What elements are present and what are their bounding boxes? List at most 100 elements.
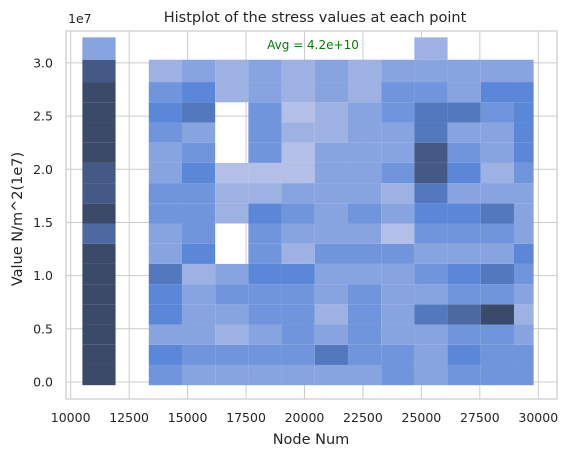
histogram-bin bbox=[181, 59, 216, 83]
histogram-bin bbox=[148, 203, 182, 224]
histogram-bin bbox=[447, 263, 481, 285]
histogram-bin bbox=[347, 243, 382, 264]
histogram-bin bbox=[248, 324, 282, 345]
histogram-bin bbox=[82, 263, 116, 285]
histogram-bin bbox=[480, 82, 514, 103]
histogram-bin bbox=[82, 37, 116, 60]
histogram-bin bbox=[248, 243, 282, 264]
histogram-bin bbox=[148, 364, 182, 386]
histogram-bin bbox=[181, 284, 216, 305]
histogram-bin bbox=[414, 304, 448, 325]
x-tick-label: 22500 bbox=[343, 410, 383, 425]
y-tick-label: 1.0 bbox=[33, 268, 53, 283]
histogram-bin bbox=[82, 243, 116, 264]
histogram-bin bbox=[248, 364, 282, 386]
histogram-bin bbox=[314, 223, 348, 244]
histogram-bin bbox=[347, 284, 382, 305]
histogram-bin bbox=[447, 243, 481, 264]
histogram-bin bbox=[181, 243, 216, 264]
histogram-bin bbox=[480, 344, 514, 365]
histogram-bin bbox=[381, 203, 415, 224]
histogram-bin bbox=[480, 203, 514, 224]
histogram-bin bbox=[447, 324, 481, 345]
histogram-bin bbox=[148, 324, 182, 345]
histogram-bin bbox=[480, 102, 514, 123]
histogram-bin bbox=[82, 142, 116, 163]
histogram-bin bbox=[513, 162, 534, 184]
histogram-bin bbox=[248, 203, 282, 224]
histogram-bin bbox=[347, 183, 382, 204]
histogram-bin bbox=[347, 263, 382, 285]
histogram-bin bbox=[347, 122, 382, 143]
histogram-bin bbox=[347, 324, 382, 345]
histogram-bin bbox=[480, 223, 514, 244]
y-tick-label: 3.0 bbox=[33, 55, 53, 70]
histogram-bin bbox=[513, 102, 534, 123]
histogram-bin bbox=[281, 344, 315, 365]
histogram-bin bbox=[513, 243, 534, 264]
histogram-bin bbox=[314, 183, 348, 204]
histogram-bin bbox=[513, 183, 534, 204]
histogram-bin bbox=[281, 223, 315, 244]
y-tick-label: 1.5 bbox=[33, 215, 53, 230]
histogram-bin bbox=[314, 324, 348, 345]
histogram-bin bbox=[513, 263, 534, 285]
x-axis-title: Node Num bbox=[273, 432, 350, 448]
histogram-bin bbox=[181, 142, 216, 163]
histogram-bin bbox=[347, 162, 382, 184]
tick-labels: 10000 12500 15000 17500 20000 22500 25000 27500… bbox=[33, 55, 558, 425]
histogram-bin bbox=[314, 122, 348, 143]
histogram-bin bbox=[181, 82, 216, 103]
histogram-bin bbox=[447, 59, 481, 83]
histogram-bin bbox=[513, 59, 534, 83]
histogram-bin bbox=[82, 183, 116, 204]
y-tick-label: 2.5 bbox=[33, 109, 53, 124]
histogram-bin bbox=[347, 102, 382, 123]
histogram-bin bbox=[181, 324, 216, 345]
histogram-bin bbox=[314, 59, 348, 83]
histogram-bin bbox=[414, 59, 448, 83]
histogram-bin bbox=[381, 243, 415, 264]
histogram-bin bbox=[414, 263, 448, 285]
histogram-bin bbox=[414, 122, 448, 143]
histogram-bin bbox=[281, 183, 315, 204]
histogram-bin bbox=[248, 263, 282, 285]
histogram-bin bbox=[314, 364, 348, 386]
histogram-bin bbox=[82, 59, 116, 83]
histogram-bin bbox=[414, 203, 448, 224]
histogram-bin bbox=[480, 122, 514, 143]
histogram-bin bbox=[447, 223, 481, 244]
histogram-bin bbox=[414, 243, 448, 264]
histogram-bin bbox=[82, 102, 116, 123]
histogram-bin bbox=[281, 263, 315, 285]
histogram-bin bbox=[314, 344, 348, 365]
histogram-bin bbox=[381, 304, 415, 325]
histogram-bin bbox=[148, 122, 182, 143]
histogram-bin bbox=[347, 223, 382, 244]
histogram-bins bbox=[82, 37, 534, 386]
chart-title: Histplot of the stress values at each po… bbox=[164, 10, 467, 26]
histogram-bin bbox=[381, 344, 415, 365]
histogram-bin bbox=[148, 183, 182, 204]
histogram-bin bbox=[215, 82, 249, 103]
histogram-bin bbox=[281, 162, 315, 184]
histogram-bin bbox=[215, 263, 249, 285]
histogram-bin bbox=[447, 284, 481, 305]
histogram-bin bbox=[181, 162, 216, 184]
histogram-bin bbox=[148, 243, 182, 264]
histogram-bin bbox=[513, 344, 534, 365]
histogram-bin bbox=[248, 162, 282, 184]
histogram-bin bbox=[281, 364, 315, 386]
histogram-bin bbox=[82, 122, 116, 143]
histogram-bin bbox=[248, 82, 282, 103]
histogram-bin bbox=[181, 364, 216, 386]
histogram-bin bbox=[513, 82, 534, 103]
histogram-bin bbox=[480, 284, 514, 305]
x-tick-label: 25000 bbox=[402, 410, 442, 425]
histogram-bin bbox=[248, 344, 282, 365]
plot-border bbox=[65, 30, 558, 400]
histogram-bin bbox=[314, 203, 348, 224]
histogram-bin bbox=[513, 223, 534, 244]
histogram-bin bbox=[480, 263, 514, 285]
